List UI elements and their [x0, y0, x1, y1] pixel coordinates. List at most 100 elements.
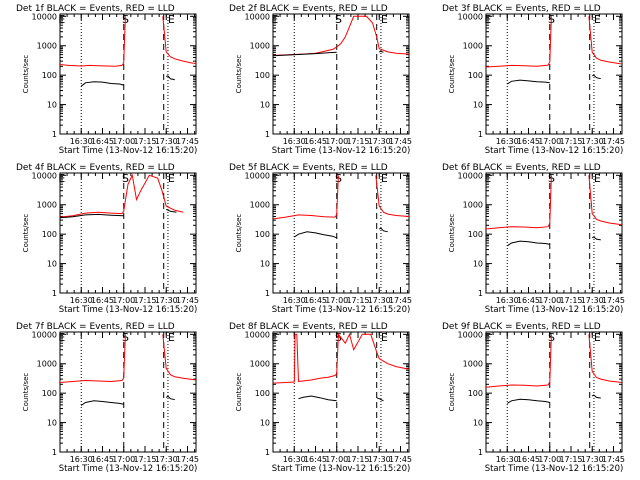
period-marker-e: E [594, 172, 601, 185]
y-tick-label: 1000 [250, 42, 270, 51]
x-tick-label: 17:30 [581, 137, 604, 146]
plot-frame [272, 331, 410, 453]
plot-frame [59, 331, 197, 453]
y-tick-label: 10000 [245, 12, 270, 21]
events-line-seg-0 [507, 240, 550, 247]
events-line-seg-1 [592, 74, 601, 80]
y-axis-label: Counts/sec [22, 214, 30, 253]
y-tick-label: 100 [468, 71, 483, 80]
y-tick-label: 1000 [250, 360, 270, 369]
y-tick-label: 10000 [32, 330, 57, 339]
series-group [60, 173, 184, 219]
panel-title: Det 7f BLACK = Events, RED = LLD [16, 322, 175, 332]
series-group [486, 334, 622, 404]
events-line-seg-0 [507, 79, 550, 85]
events-line-seg-1 [166, 75, 175, 81]
x-tick-label: 16:30 [283, 137, 306, 146]
lld-line-seg-0 [273, 175, 339, 220]
y-axis-label: Counts/sec [235, 373, 243, 412]
series-group [60, 16, 196, 87]
y-tick-label: 1000 [37, 360, 57, 369]
y-tick-label: 1 [265, 289, 270, 298]
events-line-seg-1 [379, 50, 384, 53]
y-tick-label: 1 [478, 448, 483, 457]
events-line-seg-0 [298, 395, 337, 402]
x-tick-label: 17:30 [368, 137, 391, 146]
x-tick-label: 17:45 [602, 137, 625, 146]
panel-det-8: Det 8f BLACK = Events, RED = LLD 1 10 100 10… [229, 322, 412, 474]
x-tick-label: 17:15 [346, 137, 369, 146]
series-group [486, 175, 622, 247]
x-tick-label: 16:45 [304, 296, 327, 305]
y-tick-label: 1 [52, 289, 57, 298]
y-tick-label: 10 [47, 101, 57, 110]
y-tick-label: 10 [473, 260, 483, 269]
x-tick-label: 17:00 [112, 455, 135, 464]
x-tick-label: 17:45 [176, 455, 199, 464]
x-tick-label: 17:15 [346, 455, 369, 464]
events-line-seg-1 [165, 395, 175, 401]
period-marker-e: E [58, 13, 65, 26]
y-tick-label: 1 [52, 448, 57, 457]
y-axis-label: Counts/sec [235, 55, 243, 94]
lld-line-seg-0 [486, 175, 552, 230]
x-tick-label: 17:15 [133, 296, 156, 305]
period-marker-e: E [58, 331, 65, 344]
x-tick-label: 17:15 [346, 296, 369, 305]
y-tick-label: 100 [468, 389, 483, 398]
y-tick-label: 10 [260, 260, 270, 269]
plot-frame [59, 13, 197, 135]
x-tick-label: 17:30 [368, 296, 391, 305]
y-tick-label: 10000 [458, 330, 483, 339]
x-axis-label: Start Time (13-Nov-12 16:15:20) [485, 305, 624, 315]
x-tick-label: 16:30 [496, 296, 519, 305]
lld-line-seg-1 [162, 334, 196, 381]
plot-frame [272, 172, 410, 294]
x-tick-label: 17:45 [176, 137, 199, 146]
x-tick-label: 16:30 [70, 296, 93, 305]
events-line-seg-0 [80, 400, 124, 406]
panel-title: Det 1f BLACK = Events, RED = LLD [16, 4, 175, 14]
x-tick-label: 16:45 [517, 137, 540, 146]
panel-det-1: Det 1f BLACK = Events, RED = LLD 1 10 100 10… [16, 4, 199, 156]
y-tick-label: 10000 [32, 171, 57, 180]
plot-frame [485, 331, 623, 453]
plot-frame [272, 13, 410, 135]
events-line-seg-1 [591, 394, 601, 399]
lld-line-seg-0 [60, 173, 184, 218]
y-tick-label: 100 [255, 230, 270, 239]
lld-line-seg-0 [273, 332, 409, 384]
plot-frame [485, 13, 623, 135]
lld-line-seg-1 [588, 175, 622, 226]
x-tick-label: 17:30 [368, 455, 391, 464]
x-tick-label: 16:30 [283, 455, 306, 464]
panel-det-5: Det 5f BLACK = Events, RED = LLD 1 10 100 10… [229, 163, 412, 315]
x-tick-label: 17:00 [325, 137, 348, 146]
panel-det-4: Det 4f BLACK = Events, RED = LLD 1 10 100 10… [16, 163, 199, 315]
x-tick-label: 17:30 [581, 455, 604, 464]
events-line-seg-0 [294, 231, 337, 239]
period-marker-e: E [168, 172, 175, 185]
y-tick-label: 10 [260, 101, 270, 110]
panel-title: Det 5f BLACK = Events, RED = LLD [229, 163, 388, 173]
x-tick-label: 17:00 [325, 296, 348, 305]
x-tick-label: 17:15 [133, 455, 156, 464]
events-line-seg-0 [273, 51, 337, 57]
x-tick-label: 16:45 [304, 137, 327, 146]
y-tick-label: 100 [42, 71, 57, 80]
y-tick-label: 1000 [463, 360, 483, 369]
panel-det-9: Det 9f BLACK = Events, RED = LLD 1 10 100 10… [442, 322, 625, 474]
x-tick-label: 16:45 [91, 296, 114, 305]
period-marker-e: E [381, 172, 388, 185]
x-tick-label: 17:00 [112, 296, 135, 305]
x-tick-label: 16:30 [70, 455, 93, 464]
lld-line-seg-1 [162, 16, 196, 64]
x-tick-label: 17:15 [559, 137, 582, 146]
lld-line-seg-1 [375, 175, 409, 217]
plot-frame [485, 172, 623, 294]
x-tick-label: 17:15 [133, 137, 156, 146]
x-tick-label: 17:00 [325, 455, 348, 464]
series-group [60, 334, 196, 406]
x-tick-label: 17:00 [538, 455, 561, 464]
panel-title: Det 8f BLACK = Events, RED = LLD [229, 322, 388, 332]
